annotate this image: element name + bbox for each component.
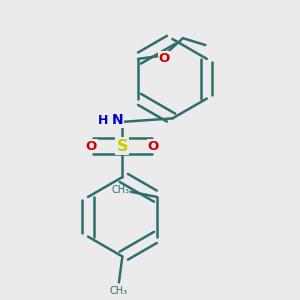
Text: H: H	[98, 114, 109, 127]
Text: CH₃: CH₃	[111, 185, 129, 195]
Text: N: N	[111, 113, 123, 127]
Text: S: S	[117, 139, 128, 154]
Text: O: O	[86, 140, 97, 152]
Text: CH₃: CH₃	[110, 286, 128, 296]
Text: O: O	[148, 140, 159, 152]
Text: O: O	[158, 52, 169, 65]
